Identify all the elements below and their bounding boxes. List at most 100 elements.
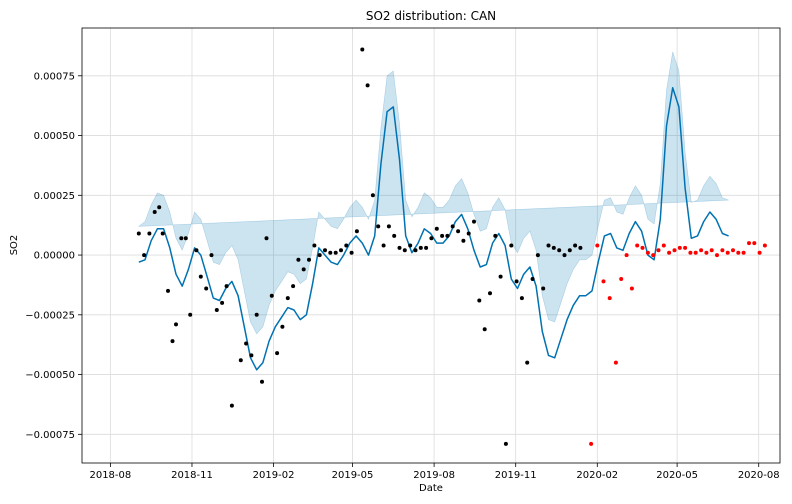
test-point <box>741 250 746 255</box>
test-point <box>595 243 600 248</box>
observed-point <box>264 236 269 241</box>
test-point <box>640 245 645 250</box>
observed-point <box>291 284 296 289</box>
observed-point <box>424 245 429 250</box>
observed-point <box>174 322 178 327</box>
test-point <box>635 243 640 248</box>
x-tick-label: 2019-05 <box>332 470 374 481</box>
x-axis-ticks: 2018-08 2018-11 2019-02 2019-05 2019-08 2019-… <box>89 463 780 481</box>
observed-point <box>307 257 311 262</box>
observed-point <box>166 288 170 293</box>
x-tick-label: 2020-08 <box>738 470 780 481</box>
observed-point <box>535 253 540 258</box>
observed-point <box>488 291 492 296</box>
chart-title: SO2 distribution: CAN <box>366 9 496 23</box>
observed-point <box>392 233 397 238</box>
x-tick-label: 2019-11 <box>495 470 537 481</box>
observed-point <box>578 245 583 250</box>
observed-point <box>519 296 524 301</box>
y-tick-label: 0.00050 <box>34 131 75 142</box>
observed-point <box>381 243 386 248</box>
observed-point <box>493 233 498 238</box>
test-point <box>725 250 730 255</box>
observed-point <box>461 238 466 243</box>
x-tick-label: 2020-02 <box>576 470 618 481</box>
x-tick-label: 2018-08 <box>89 470 131 481</box>
test-point <box>762 243 767 248</box>
observed-point <box>477 298 482 303</box>
y-tick-label: −0.00050 <box>25 370 75 381</box>
observed-point <box>525 360 530 365</box>
y-axis-ticks: −0.00075 −0.00050 −0.00025 0.00000 0.00025 0.… <box>25 71 82 441</box>
y-tick-label: −0.00075 <box>25 430 75 441</box>
test-point <box>699 248 704 253</box>
y-tick-label: 0.00025 <box>34 191 75 202</box>
observed-point <box>301 267 306 272</box>
observed-point <box>136 231 141 236</box>
y-tick-label: −0.00025 <box>25 310 75 321</box>
observed-point <box>296 257 301 262</box>
observed-point <box>142 253 147 258</box>
test-point <box>715 253 719 258</box>
test-point <box>704 250 709 255</box>
observed-point <box>285 296 290 301</box>
test-point <box>661 243 666 248</box>
observed-point <box>224 284 229 289</box>
observed-point <box>354 229 359 234</box>
observed-point <box>482 327 487 332</box>
observed-point <box>220 300 225 305</box>
observed-point <box>349 250 354 255</box>
test-point <box>619 277 624 281</box>
y-tick-label: 0.00000 <box>34 251 75 262</box>
x-tick-label: 2019-02 <box>253 470 295 481</box>
observed-point <box>397 245 402 250</box>
test-point <box>667 250 672 255</box>
observed-point <box>541 286 546 291</box>
observed-point <box>440 233 445 238</box>
test-point <box>589 441 594 446</box>
observed-point <box>209 253 214 258</box>
observed-point <box>275 351 280 356</box>
observed-point <box>450 224 455 229</box>
observed-point <box>249 353 254 358</box>
observed-point <box>546 243 551 248</box>
observed-point <box>360 47 365 52</box>
test-point <box>688 250 693 255</box>
observed-point <box>429 236 434 241</box>
observed-point <box>434 226 439 231</box>
y-axis-title: SO2 <box>9 235 20 256</box>
test-point <box>720 248 725 253</box>
observed-point <box>472 219 476 224</box>
test-point <box>651 253 656 258</box>
test-points <box>589 241 767 446</box>
test-point <box>677 245 682 250</box>
observed-point <box>312 243 317 248</box>
observed-point <box>567 248 572 253</box>
test-point <box>731 248 735 253</box>
observed-point <box>456 229 461 234</box>
test-point <box>709 248 714 253</box>
x-tick-label: 2019-08 <box>413 470 455 481</box>
observed-point <box>198 274 203 279</box>
uncertainty-band-group <box>137 51 729 335</box>
observed-point <box>509 243 514 248</box>
observed-point <box>498 274 503 279</box>
test-point <box>736 250 741 255</box>
observed-point <box>333 250 338 255</box>
test-point <box>645 250 650 255</box>
observed-point <box>573 243 578 248</box>
test-point <box>683 245 688 250</box>
observed-point <box>238 358 243 363</box>
observed-point <box>402 248 407 253</box>
observed-point <box>365 83 370 88</box>
observed-point <box>269 293 274 298</box>
observed-points <box>136 47 583 446</box>
observed-point <box>557 248 562 253</box>
plot-frame <box>81 27 781 464</box>
test-point <box>613 360 618 365</box>
observed-point <box>317 253 322 258</box>
observed-point <box>170 339 175 344</box>
observed-point <box>408 243 413 248</box>
observed-point <box>339 248 343 253</box>
